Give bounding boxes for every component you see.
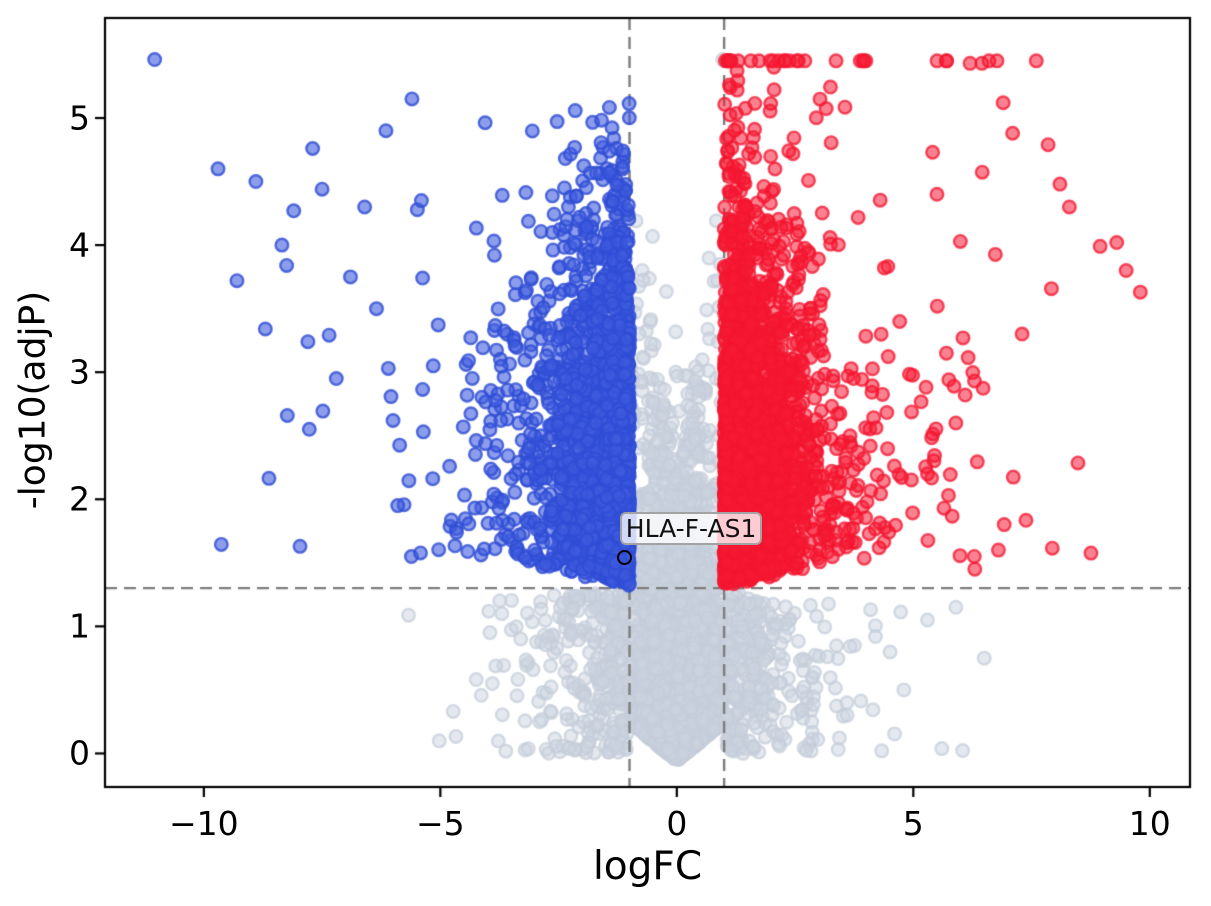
x-tick-label: 0 bbox=[666, 804, 688, 843]
y-axis-label: -log10(adjP) bbox=[12, 290, 54, 509]
y-tick-label: 5 bbox=[69, 98, 90, 138]
y-tick-label: 1 bbox=[69, 606, 90, 646]
annotated-point-open-circle-marker bbox=[616, 549, 632, 565]
y-tick-label: 3 bbox=[69, 352, 90, 392]
y-tick-label: 2 bbox=[69, 479, 90, 519]
gene-annotation-label: HLA-F-AS1 bbox=[619, 511, 763, 545]
x-tick-label: −10 bbox=[169, 804, 239, 843]
y-tick-label: 0 bbox=[69, 733, 90, 773]
x-tick-label: 5 bbox=[902, 804, 924, 843]
x-tick-label: −5 bbox=[416, 804, 465, 843]
x-axis-label: logFC bbox=[592, 844, 703, 889]
y-tick-label: 4 bbox=[69, 225, 90, 265]
x-tick-label: 10 bbox=[1128, 804, 1171, 843]
